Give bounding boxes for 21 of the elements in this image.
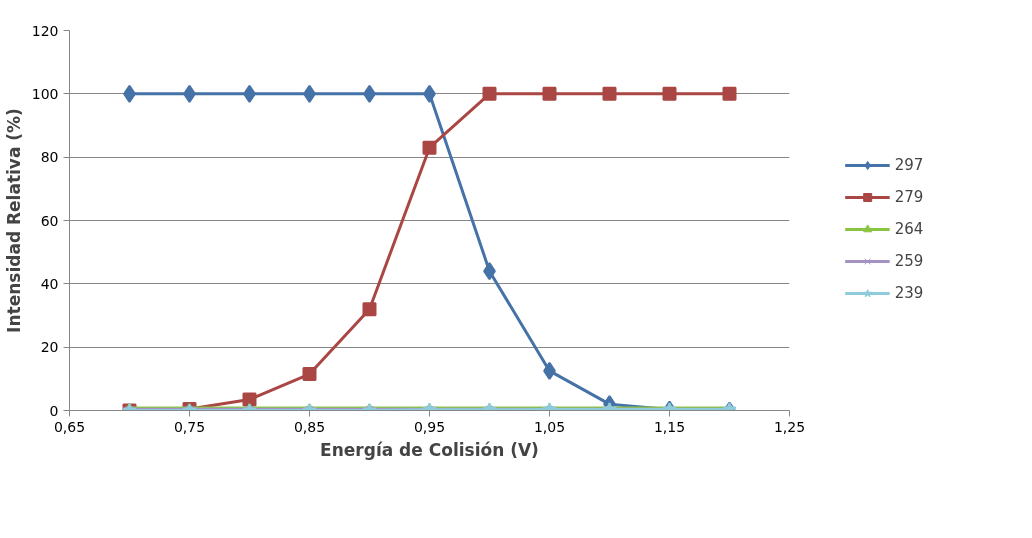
legend-label: 239	[894, 284, 924, 302]
x-tick-label: 1,15	[653, 418, 686, 435]
legend-label: 259	[894, 252, 924, 270]
legend-label: 297	[894, 156, 924, 174]
x-tick-label: 0,85	[293, 418, 326, 435]
x-tick-label: 0,65	[53, 418, 86, 435]
y-tick-label: 0	[49, 402, 59, 419]
y-tick-label: 20	[40, 339, 59, 356]
legend-label: 264	[894, 220, 924, 238]
x-tick-label: 0,95	[413, 418, 446, 435]
legend-label: 279	[894, 188, 924, 206]
y-tick-label: 40	[40, 275, 59, 292]
x-tick-label: 1,05	[533, 418, 566, 435]
x-tick-label: 1,25	[773, 418, 806, 435]
x-axis-title: Energía de Colisión (V)	[320, 439, 539, 460]
y-tick-label: 120	[31, 22, 59, 39]
y-tick-label: 100	[31, 85, 59, 102]
x-tick-label: 0,75	[173, 418, 206, 435]
y-tick-label: 60	[40, 212, 59, 229]
y-axis-title: Intensidad Relativa (%)	[3, 108, 24, 333]
y-tick-label: 80	[40, 149, 59, 166]
